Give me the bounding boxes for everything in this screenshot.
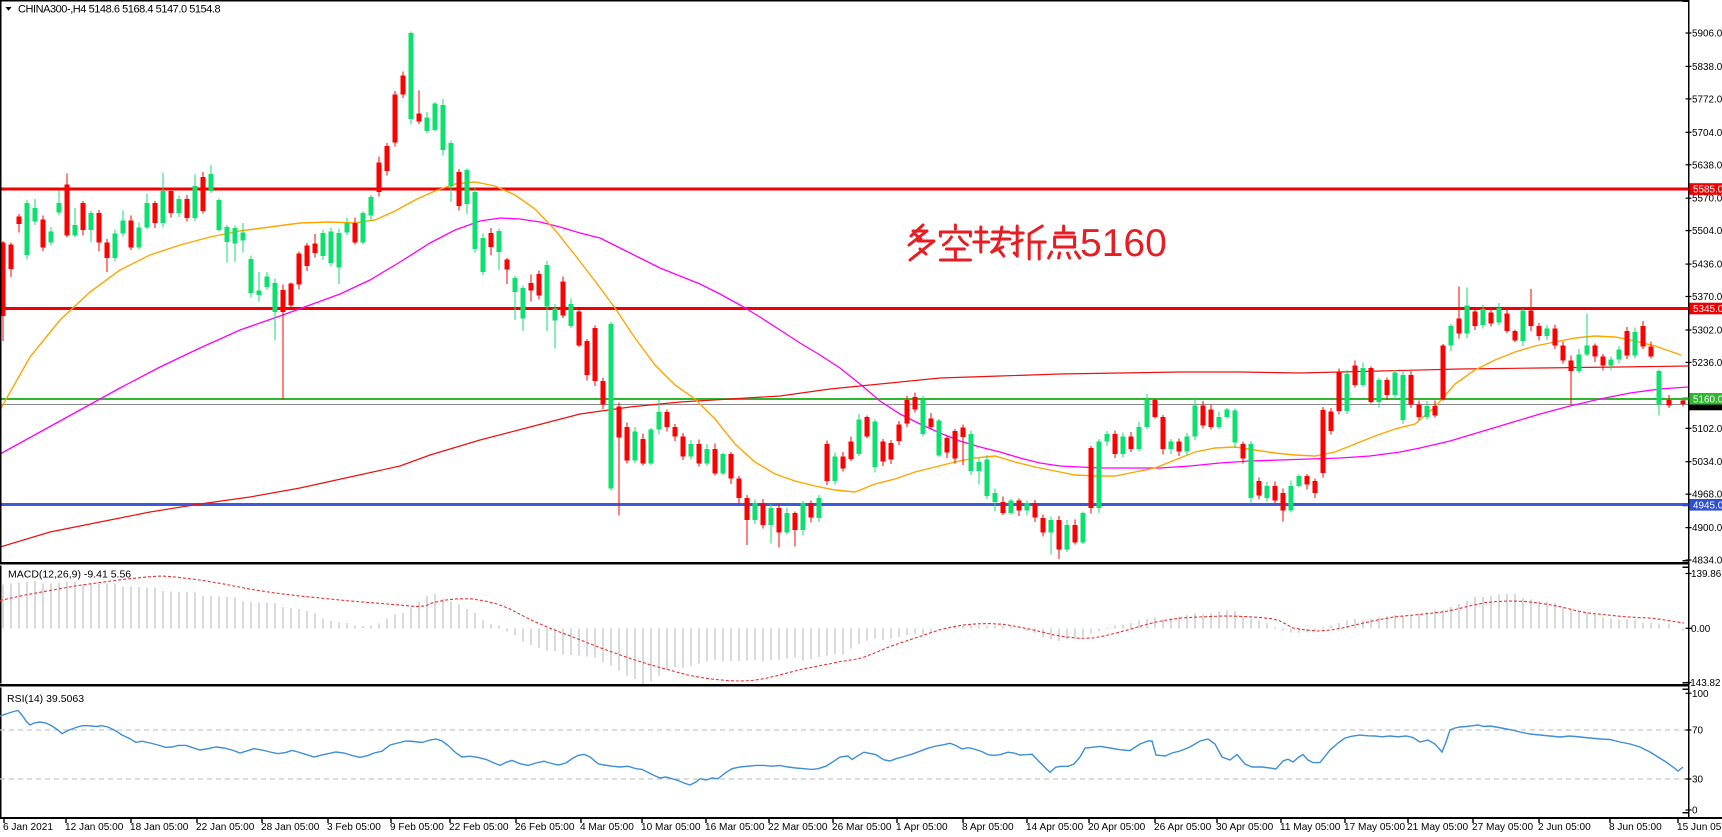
svg-text:22 Mar 05:00: 22 Mar 05:00 xyxy=(768,822,828,833)
svg-text:5504.0: 5504.0 xyxy=(1692,226,1722,237)
svg-text:5772.0: 5772.0 xyxy=(1692,94,1722,105)
svg-text:5570.0: 5570.0 xyxy=(1692,194,1722,205)
svg-text:8 Jun 05:00: 8 Jun 05:00 xyxy=(1609,822,1662,833)
svg-text:5370.0: 5370.0 xyxy=(1692,292,1722,303)
svg-text:5160: 5160 xyxy=(1080,222,1167,265)
svg-text:MACD(12,26,9) -9.41 5.56: MACD(12,26,9) -9.41 5.56 xyxy=(8,569,131,581)
svg-text:12 Jan 05:00: 12 Jan 05:00 xyxy=(65,822,124,833)
svg-text:5102.0: 5102.0 xyxy=(1692,424,1722,435)
svg-text:30 Apr 05:00: 30 Apr 05:00 xyxy=(1216,822,1274,833)
svg-text:17 May 05:00: 17 May 05:00 xyxy=(1344,822,1406,833)
svg-text:26 Mar 05:00: 26 Mar 05:00 xyxy=(832,822,892,833)
svg-text:CHINA300-,H4 5148.6 5168.4 51: CHINA300-,H4 5148.6 5168.4 5147.0 5154.8 xyxy=(18,4,220,16)
svg-text:5034.0: 5034.0 xyxy=(1692,457,1722,468)
svg-text:1 Apr 05:00: 1 Apr 05:00 xyxy=(896,822,948,833)
svg-text:5345.0: 5345.0 xyxy=(1693,304,1722,315)
svg-text:5638.0: 5638.0 xyxy=(1692,160,1722,171)
svg-text:4 Mar 05:00: 4 Mar 05:00 xyxy=(580,822,634,833)
svg-text:14 Apr 05:00: 14 Apr 05:00 xyxy=(1026,822,1084,833)
svg-text:4900.0: 4900.0 xyxy=(1692,523,1722,534)
svg-text:100: 100 xyxy=(1692,689,1709,700)
svg-text:10 Mar 05:00: 10 Mar 05:00 xyxy=(641,822,701,833)
svg-text:26 Apr 05:00: 26 Apr 05:00 xyxy=(1154,822,1212,833)
svg-text:0.00: 0.00 xyxy=(1691,624,1711,635)
svg-text:5838.0: 5838.0 xyxy=(1692,62,1722,73)
svg-text:27 May 05:00: 27 May 05:00 xyxy=(1472,822,1534,833)
svg-text:3 Feb 05:00: 3 Feb 05:00 xyxy=(327,822,381,833)
svg-text:0: 0 xyxy=(1692,806,1698,817)
svg-text:4834.0: 4834.0 xyxy=(1692,556,1722,567)
svg-text:5160.0: 5160.0 xyxy=(1693,395,1722,406)
svg-text:4968.0: 4968.0 xyxy=(1692,490,1722,501)
svg-text:22 Jan 05:00: 22 Jan 05:00 xyxy=(196,822,255,833)
svg-text:5236.0: 5236.0 xyxy=(1692,358,1722,369)
svg-text:2 Jun 05:00: 2 Jun 05:00 xyxy=(1538,822,1591,833)
svg-text:5906.0: 5906.0 xyxy=(1692,29,1722,40)
svg-text:6 Jan 2021: 6 Jan 2021 xyxy=(3,822,53,833)
svg-text:139.86: 139.86 xyxy=(1691,569,1722,580)
svg-text:5436.0: 5436.0 xyxy=(1692,260,1722,271)
svg-text:22 Feb 05:00: 22 Feb 05:00 xyxy=(449,822,509,833)
svg-text:28 Jan 05:00: 28 Jan 05:00 xyxy=(261,822,320,833)
svg-text:5704.0: 5704.0 xyxy=(1692,128,1722,139)
svg-text:70: 70 xyxy=(1692,726,1703,737)
svg-text:5585.0: 5585.0 xyxy=(1693,185,1722,196)
svg-text:8 Apr 05:00: 8 Apr 05:00 xyxy=(962,822,1014,833)
svg-text:9 Feb 05:00: 9 Feb 05:00 xyxy=(390,822,444,833)
svg-text:18 Jan 05:00: 18 Jan 05:00 xyxy=(130,822,189,833)
svg-text:11 May 05:00: 11 May 05:00 xyxy=(1280,822,1341,833)
svg-text:RSI(14) 39.5063: RSI(14) 39.5063 xyxy=(7,693,84,705)
svg-text:21 May 05:00: 21 May 05:00 xyxy=(1407,822,1469,833)
svg-text:4945.0: 4945.0 xyxy=(1693,501,1722,512)
svg-text:15 Jun 05:00: 15 Jun 05:00 xyxy=(1677,822,1722,833)
svg-text:26 Feb 05:00: 26 Feb 05:00 xyxy=(515,822,575,833)
svg-text:-143.82: -143.82 xyxy=(1687,678,1721,689)
svg-text:16 Mar 05:00: 16 Mar 05:00 xyxy=(705,822,765,833)
svg-text:30: 30 xyxy=(1692,775,1703,786)
svg-text:20 Apr 05:00: 20 Apr 05:00 xyxy=(1088,822,1146,833)
svg-text:5302.0: 5302.0 xyxy=(1692,326,1722,337)
